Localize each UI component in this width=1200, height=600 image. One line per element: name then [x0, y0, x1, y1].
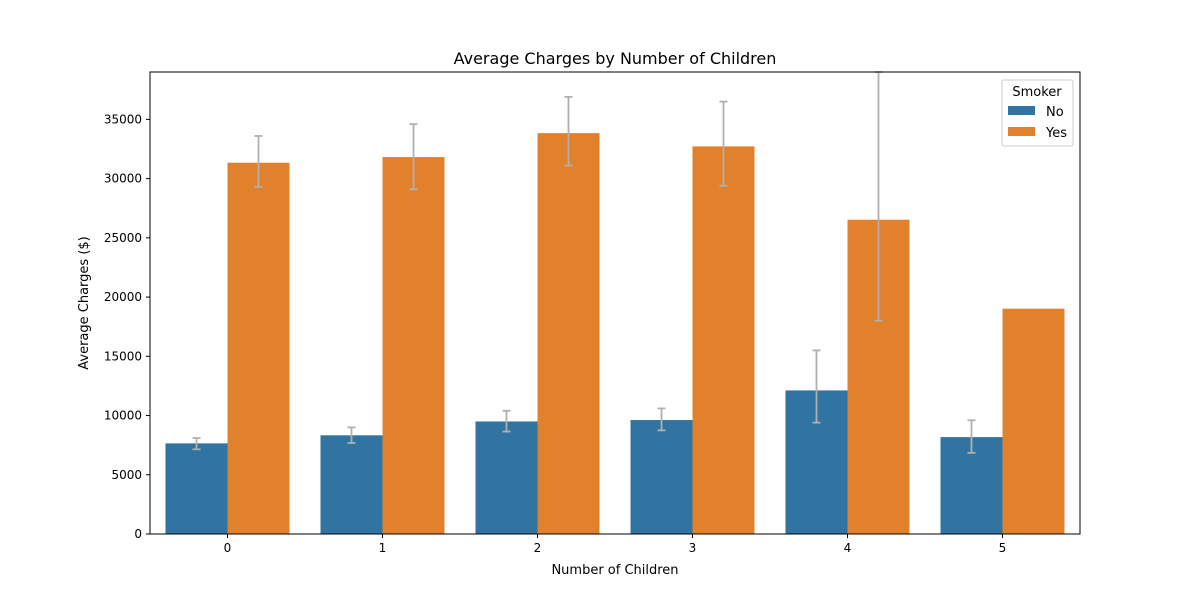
bar-no-children-2 — [475, 421, 538, 534]
error-bar-no-children-5 — [967, 419, 976, 454]
bar-yes-children-3 — [692, 146, 755, 534]
legend-swatch-yes — [1008, 127, 1035, 136]
y-tick-label: 35000 — [104, 112, 142, 126]
error-bar-yes-children-3 — [719, 100, 728, 187]
y-tick-label: 25000 — [104, 231, 142, 245]
x-tick-label: 3 — [689, 541, 697, 555]
x-axis-label: Number of Children — [551, 563, 678, 578]
x-tick-label: 5 — [999, 541, 1007, 555]
legend-title: Smoker — [1012, 85, 1062, 100]
error-bar-no-children-4 — [812, 349, 821, 424]
x-tick-label: 2 — [534, 541, 542, 555]
legend-label-no: No — [1046, 105, 1064, 120]
bars-layer — [165, 133, 1065, 535]
bar-yes-children-2 — [537, 133, 600, 534]
bar-no-children-1 — [320, 435, 383, 534]
error-bar-no-children-3 — [657, 407, 666, 432]
error-bar-no-children-2 — [502, 409, 511, 433]
bar-no-children-3 — [630, 420, 693, 534]
bar-no-children-0 — [165, 443, 228, 534]
y-tick-label: 30000 — [104, 172, 142, 186]
bar-yes-children-0 — [227, 162, 290, 535]
y-axis-ticks: 0 5000 10000 15000 20000 25000 30000 35000 — [104, 112, 150, 541]
error-bar-yes-children-1 — [409, 123, 418, 191]
x-tick-label: 0 — [224, 541, 232, 555]
y-tick-label: 20000 — [104, 290, 142, 304]
error-bar-yes-children-2 — [564, 95, 573, 167]
y-axis-label: Average Charges ($) — [77, 236, 92, 370]
y-tick-label: 5000 — [111, 468, 142, 482]
plot-frame — [149, 71, 1081, 535]
error-bar-no-children-1 — [347, 426, 356, 444]
y-tick-label: 10000 — [104, 409, 142, 423]
x-tick-label: 4 — [844, 541, 852, 555]
bar-yes-children-5 — [1002, 308, 1065, 534]
error-bar-no-children-0 — [192, 437, 201, 451]
legend-label-yes: Yes — [1045, 126, 1067, 141]
y-tick-label: 15000 — [104, 349, 142, 363]
x-axis-ticks: 0 1 2 3 4 5 — [224, 534, 1007, 555]
y-tick-label: 0 — [134, 527, 142, 541]
chart-title: Average Charges by Number of Children — [454, 49, 777, 68]
error-bars-layer — [192, 71, 976, 454]
legend-swatch-no — [1008, 106, 1035, 115]
error-bar-yes-children-0 — [254, 135, 263, 188]
bar-yes-children-1 — [382, 157, 445, 534]
x-tick-label: 1 — [379, 541, 387, 555]
legend: Smoker No Yes — [1001, 79, 1074, 147]
